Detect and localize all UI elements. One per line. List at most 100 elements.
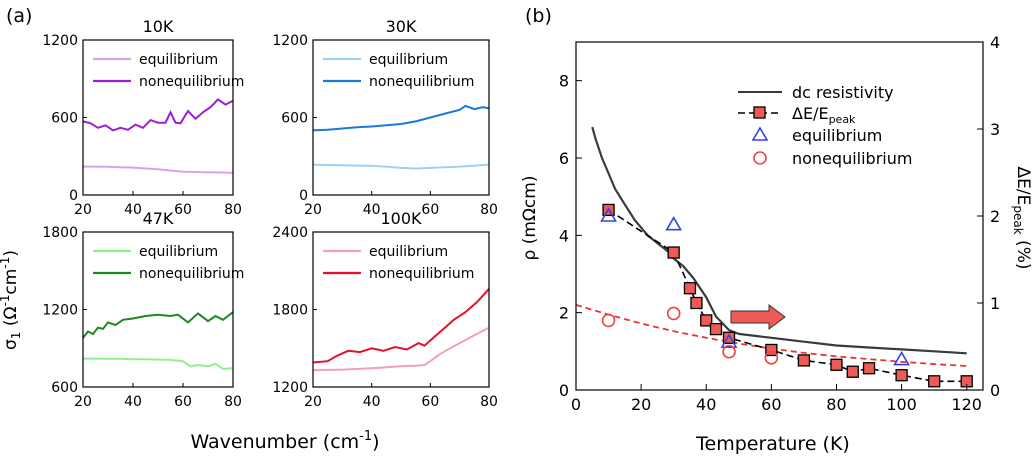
y-right-tick-label: 1 [990, 294, 1000, 313]
panel-b-ylabel-left: ρ (mΩcm) [520, 176, 540, 261]
legend-de-label: ΔE/Epeak [792, 104, 856, 126]
y-tick-label: 1800 [272, 303, 308, 319]
series-equilibrium-line [83, 357, 234, 370]
equilibrium-marker [600, 207, 617, 222]
y-left-tick-label: 6 [559, 149, 569, 168]
panel-b-label: (b) [525, 5, 552, 27]
x-tick-label: 40 [696, 395, 716, 414]
legend-eq-label: equilibrium [792, 126, 882, 145]
legend-label: equilibrium [139, 244, 218, 260]
equilibrium-marker [893, 350, 910, 366]
de-peak-marker [722, 331, 736, 344]
y-tick-label: 1200 [272, 33, 308, 49]
x-tick-label: 20 [74, 394, 92, 410]
de-peak-marker [830, 358, 843, 371]
x-tick-label: 80 [826, 395, 846, 414]
y-tick-label: 600 [51, 111, 78, 127]
panel-a-label: (a) [6, 5, 32, 27]
subplot-title: 100K [380, 209, 422, 228]
subplot-title: 10K [143, 17, 174, 36]
panel-a-xlabel: Wavenumber (cm-1) [190, 429, 379, 453]
legend-de-marker [753, 106, 766, 119]
y-tick-label: 0 [69, 188, 78, 204]
x-tick-label: 40 [363, 394, 381, 410]
series-de-peak-line [608, 209, 967, 383]
y-tick-label: 0 [299, 188, 308, 204]
legend-label: nonequilibrium [369, 266, 474, 282]
x-tick-label: 60 [421, 202, 439, 218]
x-tick-label: 20 [304, 394, 322, 410]
nonequilibrium-marker [722, 344, 736, 359]
series-equilibrium-line [83, 165, 234, 174]
subplot-100K: 20 40 60 80 1200 1800 2400 100K equilibrium noneq… [272, 209, 498, 410]
x-tick-label: 20 [631, 395, 651, 414]
series-nonequilibrium-line [312, 288, 490, 364]
legend-dc-label: dc resistivity [792, 83, 894, 102]
x-tick-label: 100 [886, 395, 917, 414]
legend-neq-marker [753, 151, 767, 165]
de-peak-marker [683, 282, 697, 295]
y-tick-label: 600 [281, 111, 308, 127]
x-tick-label: 80 [480, 394, 498, 410]
x-tick-label: 80 [480, 202, 498, 218]
legend-label: nonequilibrium [369, 74, 474, 90]
y-tick-label: 1200 [272, 380, 308, 396]
y-tick-label: 1200 [42, 33, 78, 49]
series-nonequilibrium-line [82, 311, 234, 339]
x-tick-label: 40 [363, 202, 381, 218]
de-peak-marker [862, 362, 876, 375]
series-equilibrium-line [312, 326, 490, 372]
series-nonequilibrium-line [312, 104, 490, 132]
x-tick-label: 20 [304, 202, 322, 218]
de-peak-marker [700, 314, 713, 327]
x-tick-label: 20 [74, 202, 92, 218]
legend-label: equilibrium [369, 52, 448, 68]
y-right-tick-label: 4 [990, 33, 1000, 52]
legend-neq-label: nonequilibrium [792, 149, 912, 168]
x-tick-label: 60 [174, 394, 192, 410]
y-left-tick-label: 2 [559, 304, 569, 323]
y-right-tick-label: 0 [990, 381, 1000, 400]
subplot-10K: 20 40 60 80 0 600 1200 10K equilibrium nonequilib… [42, 17, 244, 218]
de-peak-marker [667, 246, 680, 259]
subplot-title: 30K [386, 17, 417, 36]
y-tick-label: 2400 [272, 225, 308, 241]
x-tick-label: 80 [224, 394, 242, 410]
de-peak-marker [895, 369, 908, 382]
legend-label: nonequilibrium [139, 266, 244, 282]
y-right-tick-label: 2 [990, 207, 1000, 226]
nonequilibrium-marker [601, 313, 616, 328]
y-right-tick-label: 3 [990, 120, 1000, 139]
de-peak-marker [690, 296, 703, 310]
x-tick-label: 0 [571, 395, 581, 414]
y-tick-label: 1200 [42, 303, 78, 319]
y-tick-label: 1800 [42, 225, 78, 241]
de-peak-marker [928, 375, 941, 388]
x-tick-label: 120 [951, 395, 982, 414]
de-peak-marker [765, 343, 778, 357]
legend-label: nonequilibrium [139, 74, 244, 90]
series-dc-resistivity-line [591, 126, 967, 355]
nonequilibrium-marker [666, 306, 681, 321]
panel-b-xlabel: Temperature (K) [695, 433, 850, 455]
series-equilibrium-line [312, 163, 490, 170]
x-tick-label: 40 [124, 202, 142, 218]
subplot-47K: 20 40 60 80 600 1200 1800 47K equilibrium nonequi… [42, 209, 244, 410]
y-left-tick-label: 0 [559, 381, 569, 400]
equilibrium-marker [720, 333, 738, 348]
series-nonequilibrium-line [82, 98, 234, 132]
y-tick-label: 600 [51, 380, 78, 396]
de-peak-marker [846, 365, 859, 378]
x-tick-label: 40 [124, 394, 142, 410]
legend-label: equilibrium [139, 52, 218, 68]
de-peak-marker [709, 322, 723, 336]
x-tick-label: 60 [421, 394, 439, 410]
legend-eq-marker [751, 126, 769, 141]
y-left-tick-label: 4 [559, 226, 569, 245]
x-tick-label: 60 [174, 202, 192, 218]
nonequilibrium-marker [764, 351, 779, 365]
legend-label: equilibrium [369, 244, 448, 260]
subplot-30K: 20 40 60 80 0 600 1200 30K equilibrium nonequilib… [272, 17, 498, 218]
